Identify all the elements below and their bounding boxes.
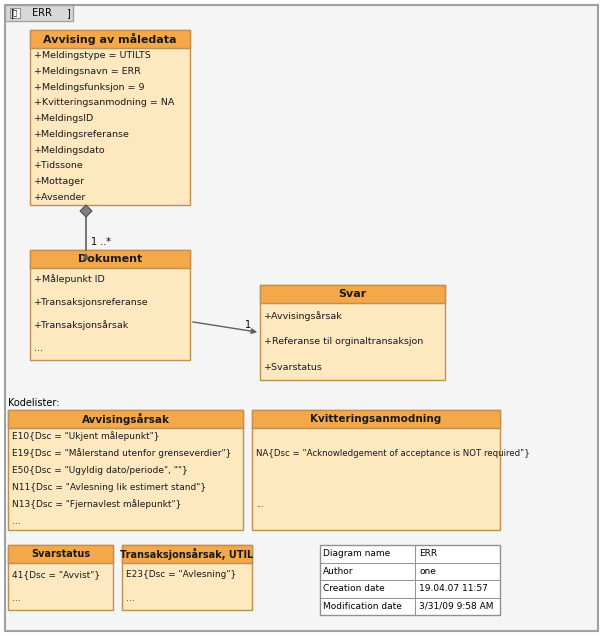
Bar bbox=[8, 410, 243, 428]
Text: 3/31/09 9:58 AM: 3/31/09 9:58 AM bbox=[419, 602, 493, 611]
Text: +Meldingsreferanse: +Meldingsreferanse bbox=[34, 130, 130, 139]
Text: +Meldingsnavn = ERR: +Meldingsnavn = ERR bbox=[34, 67, 141, 76]
Text: Transaksjonsårsak, UTIL: Transaksjonsårsak, UTIL bbox=[121, 548, 254, 560]
Text: ...: ... bbox=[12, 594, 21, 603]
Text: +Meldingsdato: +Meldingsdato bbox=[34, 146, 106, 155]
Text: E23{Dsc = "Avlesning"}: E23{Dsc = "Avlesning"} bbox=[126, 570, 236, 579]
Text: 圖: 圖 bbox=[13, 10, 17, 17]
Text: +Transaksjonsårsak: +Transaksjonsårsak bbox=[34, 321, 129, 331]
Text: Dokument: Dokument bbox=[78, 254, 142, 264]
Bar bbox=[30, 30, 190, 48]
Text: 1: 1 bbox=[245, 319, 251, 329]
Text: Svarstatus: Svarstatus bbox=[31, 549, 90, 559]
Bar bbox=[8, 545, 113, 563]
Text: E19{Dsc = "Målerstand utenfor grenseverdier"}: E19{Dsc = "Målerstand utenfor grenseverd… bbox=[12, 448, 232, 459]
Text: Modification date: Modification date bbox=[323, 602, 402, 611]
Text: one: one bbox=[419, 567, 436, 576]
Text: +Svarstatus: +Svarstatus bbox=[264, 363, 323, 371]
Text: ...: ... bbox=[256, 500, 264, 509]
Bar bbox=[30, 250, 190, 360]
Text: Avvising av måledata: Avvising av måledata bbox=[43, 33, 177, 45]
Text: Author: Author bbox=[323, 567, 353, 576]
Text: Diagram name: Diagram name bbox=[323, 550, 390, 558]
Text: +Referanse til orginaltransaksjon: +Referanse til orginaltransaksjon bbox=[264, 337, 423, 346]
Text: E50{Dsc = "Ugyldig dato/periode", ""}: E50{Dsc = "Ugyldig dato/periode", ""} bbox=[12, 466, 188, 475]
Bar bbox=[5, 5, 73, 21]
Text: 1 ..*: 1 ..* bbox=[91, 237, 111, 247]
Text: +Transaksjonsreferanse: +Transaksjonsreferanse bbox=[34, 298, 148, 307]
Text: 19.04.07 11:57: 19.04.07 11:57 bbox=[419, 584, 488, 593]
Text: +Meldingstype = UTILTS: +Meldingstype = UTILTS bbox=[34, 52, 151, 60]
Text: ...: ... bbox=[126, 594, 134, 603]
Text: [: [ bbox=[10, 8, 14, 18]
Bar bbox=[30, 30, 190, 205]
Bar bbox=[122, 545, 252, 563]
Text: NA{Dsc = "Acknowledgement of acceptance is NOT required"}: NA{Dsc = "Acknowledgement of acceptance … bbox=[256, 449, 530, 458]
Bar bbox=[122, 545, 252, 610]
Text: +Kvitteringsanmodning = NA: +Kvitteringsanmodning = NA bbox=[34, 99, 174, 107]
Bar bbox=[8, 545, 113, 610]
Text: Avvisingsårsak: Avvisingsårsak bbox=[81, 413, 169, 425]
Text: ]: ] bbox=[66, 8, 70, 18]
Text: +Målepunkt ID: +Målepunkt ID bbox=[34, 275, 105, 284]
Text: N11{Dsc = "Avlesning lik estimert stand"}: N11{Dsc = "Avlesning lik estimert stand"… bbox=[12, 483, 206, 492]
Text: Kvitteringsanmodning: Kvitteringsanmodning bbox=[311, 414, 441, 424]
Text: +Avsender: +Avsender bbox=[34, 193, 86, 202]
Text: Kodelister:: Kodelister: bbox=[8, 398, 60, 408]
Bar bbox=[10, 8, 20, 18]
Bar bbox=[260, 285, 445, 303]
Text: ERR: ERR bbox=[32, 8, 52, 18]
Text: N13{Dsc = "Fjernavlest målepunkt"}: N13{Dsc = "Fjernavlest målepunkt"} bbox=[12, 499, 182, 509]
Text: ...: ... bbox=[12, 517, 21, 526]
Bar bbox=[30, 250, 190, 268]
Text: Svar: Svar bbox=[338, 289, 367, 299]
Text: 41{Dsc = "Avvist"}: 41{Dsc = "Avvist"} bbox=[12, 570, 100, 579]
Text: +Tidssone: +Tidssone bbox=[34, 162, 84, 170]
Bar bbox=[252, 410, 500, 428]
Text: ...: ... bbox=[34, 344, 43, 353]
Text: +Mottager: +Mottager bbox=[34, 177, 85, 186]
Text: Creation date: Creation date bbox=[323, 584, 385, 593]
Bar bbox=[260, 285, 445, 380]
Text: +Avvisingsårsak: +Avvisingsårsak bbox=[264, 311, 343, 321]
Bar bbox=[8, 410, 243, 530]
Text: +Meldingsfunksjon = 9: +Meldingsfunksjon = 9 bbox=[34, 83, 145, 92]
Text: ERR: ERR bbox=[419, 550, 437, 558]
Text: E10{Dsc = "Ukjent målepunkt"}: E10{Dsc = "Ukjent målepunkt"} bbox=[12, 432, 160, 441]
Polygon shape bbox=[80, 205, 92, 217]
Bar bbox=[320, 545, 500, 615]
Bar bbox=[252, 410, 500, 530]
Text: +MeldingsID: +MeldingsID bbox=[34, 114, 94, 123]
